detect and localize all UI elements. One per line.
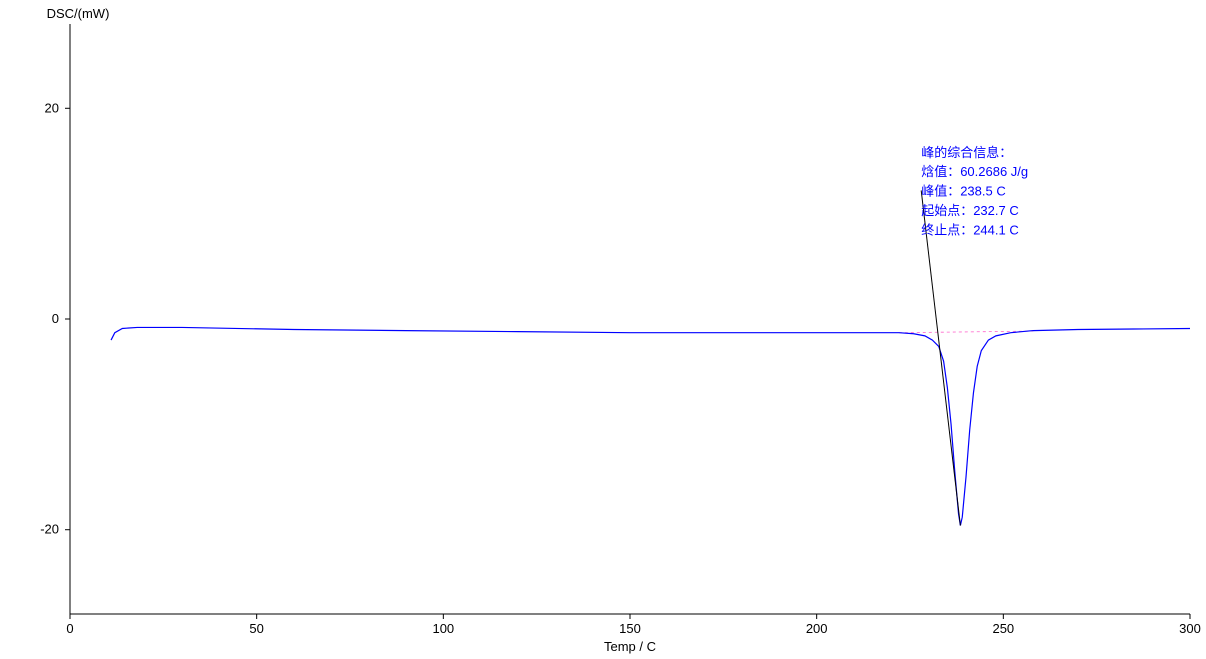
x-tick-label: 0 — [66, 621, 73, 636]
x-tick-label: 100 — [432, 621, 454, 636]
dsc-chart: 0 50 100 150 200 250 300 Temp / C -20 0 20 DSC/(mW)… — [0, 0, 1206, 659]
x-tick-label: 150 — [619, 621, 641, 636]
peak-info-line: 终止点：244.1 C — [921, 223, 1019, 238]
x-axis-label: Temp / C — [604, 639, 656, 654]
peak-info-line: 起始点：232.7 C — [921, 203, 1019, 218]
y-tick-label: -20 — [40, 522, 59, 537]
x-tick-label: 50 — [249, 621, 263, 636]
chart-svg: 0 50 100 150 200 250 300 Temp / C -20 0 20 DSC/(mW)… — [0, 0, 1206, 659]
y-axis-label: DSC/(mW) — [47, 6, 110, 21]
x-tick-label: 250 — [992, 621, 1014, 636]
peak-info-line: 焓值：60.2686 J/g — [921, 164, 1028, 179]
y-tick-label: 0 — [52, 311, 59, 326]
peak-info-line: 峰的综合信息： — [921, 145, 1012, 160]
y-tick-label: 20 — [45, 100, 59, 115]
x-tick-label: 200 — [806, 621, 828, 636]
peak-info-line: 峰值：238.5 C — [921, 184, 1006, 199]
x-tick-label: 300 — [1179, 621, 1201, 636]
